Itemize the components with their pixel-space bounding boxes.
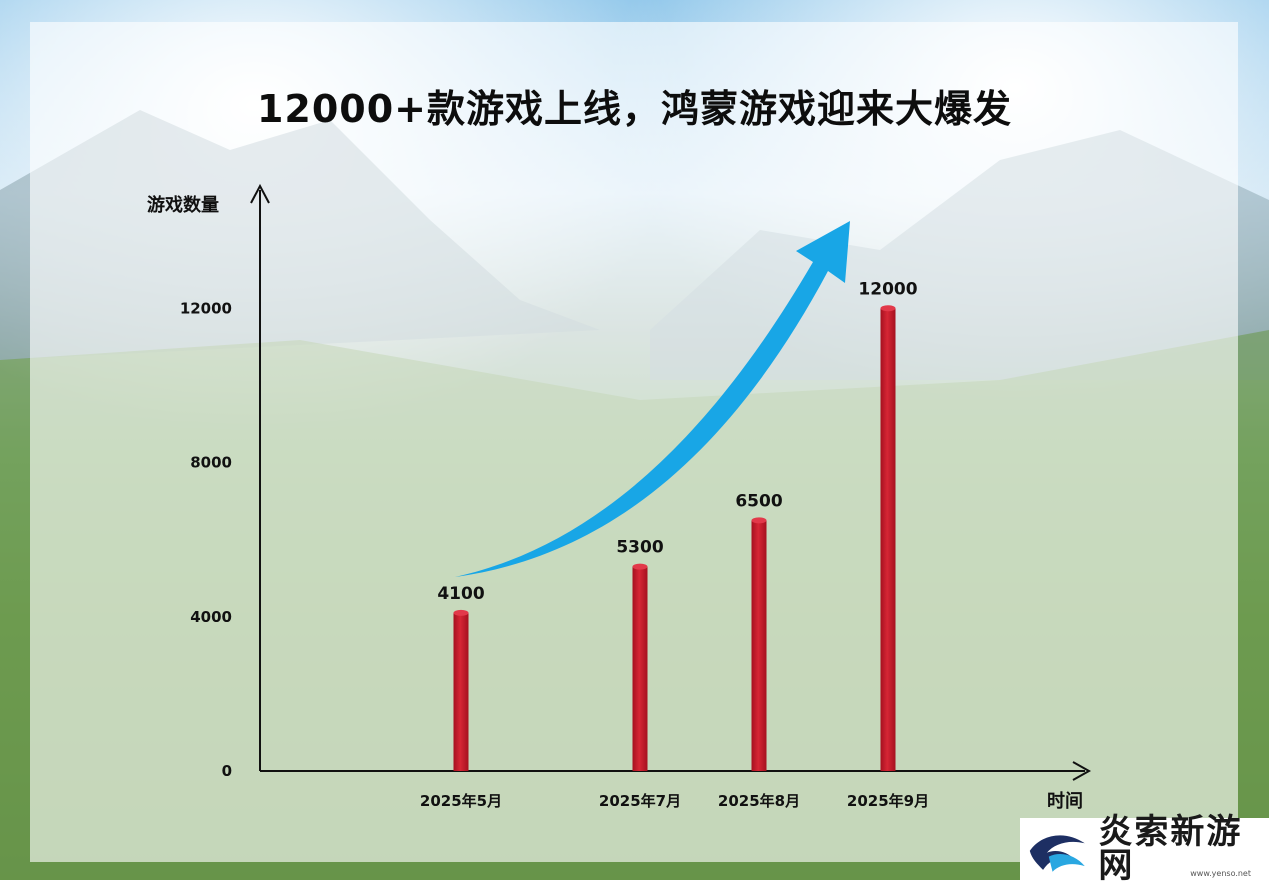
bar [632, 566, 648, 771]
x-tick-label: 2025年7月 [599, 792, 681, 810]
watermark-url: www.yenso.net [1190, 869, 1251, 878]
y-tick-label: 8000 [190, 454, 232, 472]
bar-cap [632, 563, 648, 570]
y-tick-label: 0 [222, 762, 232, 780]
bar-value-label: 12000 [858, 279, 917, 299]
x-tick-label: 2025年5月 [420, 792, 502, 810]
x-tick-label: 2025年9月 [847, 792, 929, 810]
chart-title: 12000+款游戏上线，鸿蒙游戏迎来大爆发 [256, 87, 1013, 131]
bar-value-label: 4100 [437, 584, 484, 604]
y-axis-arrowhead [250, 183, 270, 204]
y-tick-label: 12000 [180, 299, 232, 317]
bar [880, 308, 896, 771]
y-axis-label: 游戏数量 [147, 194, 219, 216]
bar-value-label: 5300 [616, 538, 663, 558]
watermark-logo: 炎索新游网 www.yenso.net [1020, 812, 1269, 886]
bar-cap [751, 517, 767, 524]
bar [453, 612, 469, 771]
x-axis-label: 时间 [1047, 791, 1083, 812]
bar [751, 520, 767, 771]
growth-arrow [455, 221, 850, 577]
x-tick-label: 2025年8月 [718, 792, 800, 810]
watermark-name: 炎索新游网 [1098, 812, 1243, 886]
wave-logo-icon [1029, 835, 1085, 872]
bar-cap [453, 609, 469, 616]
bar-value-label: 6500 [735, 491, 782, 511]
bar-cap [880, 305, 896, 312]
x-axis-arrowhead [1072, 761, 1092, 781]
y-tick-label: 4000 [190, 608, 232, 626]
